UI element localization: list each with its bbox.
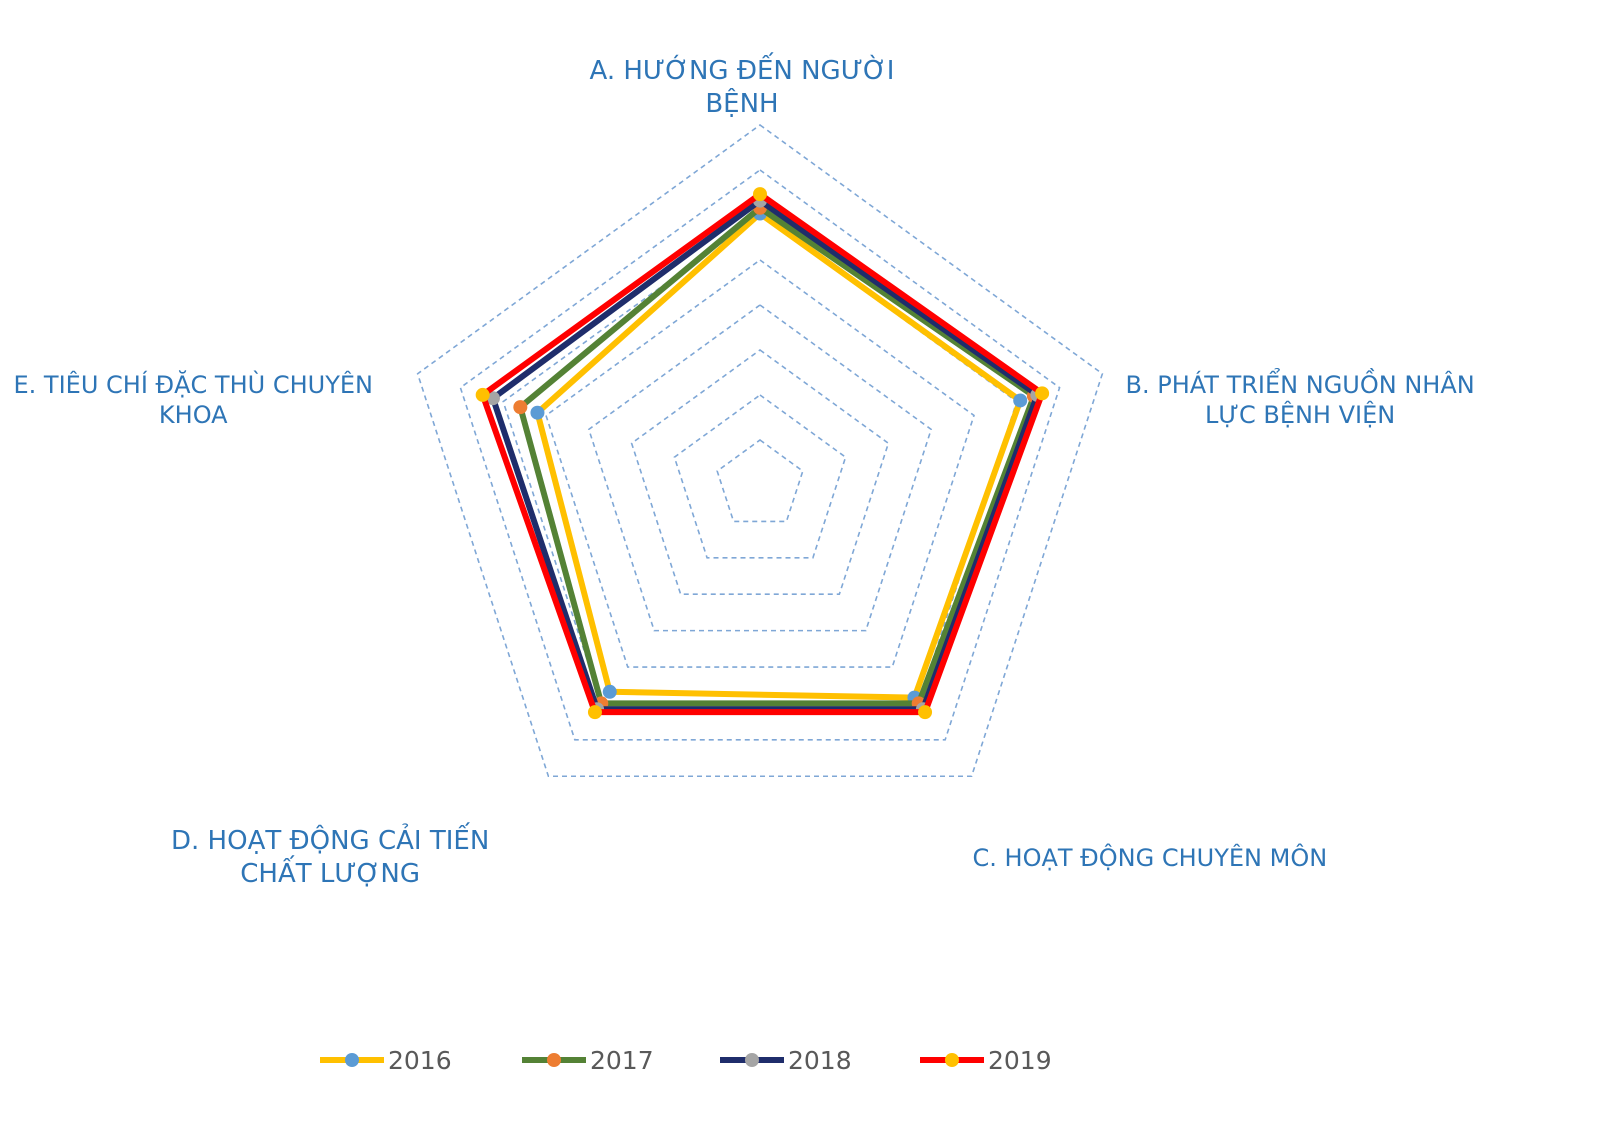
series-marker-2019-0 [753,187,767,202]
gridline-ring [630,349,890,596]
series-marker-2019-3 [587,705,602,720]
axis-label-line: LỰC BỆNH VIỆN [1205,401,1396,429]
axis-label-line: B. PHÁT TRIỂN NGUỒN NHÂN [1125,371,1475,399]
axis-label-a: A. HƯỚNG ĐẾN NGƯỜI BỆNH [590,55,895,120]
legend-swatch-marker [547,1053,561,1067]
axis-label-line: CHẤT LƯỢNG [240,858,421,889]
legend-item-2016: 2016 [320,1040,452,1080]
series-marker-2019-2 [918,705,933,720]
series-marker-2016-3 [602,684,617,699]
axis-label-c: C. HOẠT ĐỘNG CHUYÊN MÔN [973,843,1328,873]
legend-swatch [920,1053,984,1067]
axis-label-line: BỆNH [705,88,779,119]
gridline-ring [416,124,1104,778]
legend-swatch-marker [745,1053,759,1067]
axis-label-e: E. TIÊU CHÍ ĐẶC THÙ CHUYÊN KHOA [14,370,373,430]
axis-label-line: D. HOẠT ĐỘNG CẢI TIẾN [171,826,490,856]
legend-swatch-marker [945,1053,959,1067]
legend-item-2019: 2019 [920,1040,1052,1080]
series-marker-2016-4 [530,405,545,420]
series-marker-2017-4 [513,400,528,415]
legend-swatch [522,1053,586,1067]
legend-swatch-marker [345,1053,359,1067]
series-line-2019 [479,191,1046,716]
legend: 2016 2017 2018 2019 [0,1040,1600,1080]
series-line-2017 [517,204,1037,707]
axis-label-b: B. PHÁT TRIỂN NGUỒN NHÂN LỰC BỆNH VIỆN [1126,370,1475,430]
legend-label: 2017 [590,1045,654,1075]
axis-label-line: KHOA [158,401,228,429]
gridline-ring [673,394,847,559]
legend-item-2018: 2018 [720,1040,852,1080]
legend-swatch [720,1053,784,1067]
legend-label: 2019 [988,1045,1052,1075]
gridline-ring [716,439,804,523]
axis-label-d: D. HOẠT ĐỘNG CẢI TIẾN CHẤT LƯỢNG [171,825,489,890]
gridline-ring [459,169,1061,741]
legend-item-2017: 2017 [522,1040,654,1080]
series-marker-2019-1 [1035,386,1050,401]
legend-label: 2016 [388,1045,452,1075]
series-marker-2016-1 [1013,393,1028,408]
axis-label-line: E. TIÊU CHÍ ĐẶC THÙ CHUYÊN [13,371,373,399]
series-line-2016 [534,210,1024,701]
series-marker-2019-4 [475,387,490,402]
axis-label-line: A. HƯỚNG ĐẾN NGƯỜI [589,56,895,86]
legend-label: 2018 [788,1045,852,1075]
gridline-ring [545,259,975,668]
axis-label-line: C. HOẠT ĐỘNG CHUYÊN MÔN [972,844,1328,872]
legend-swatch [320,1053,384,1067]
